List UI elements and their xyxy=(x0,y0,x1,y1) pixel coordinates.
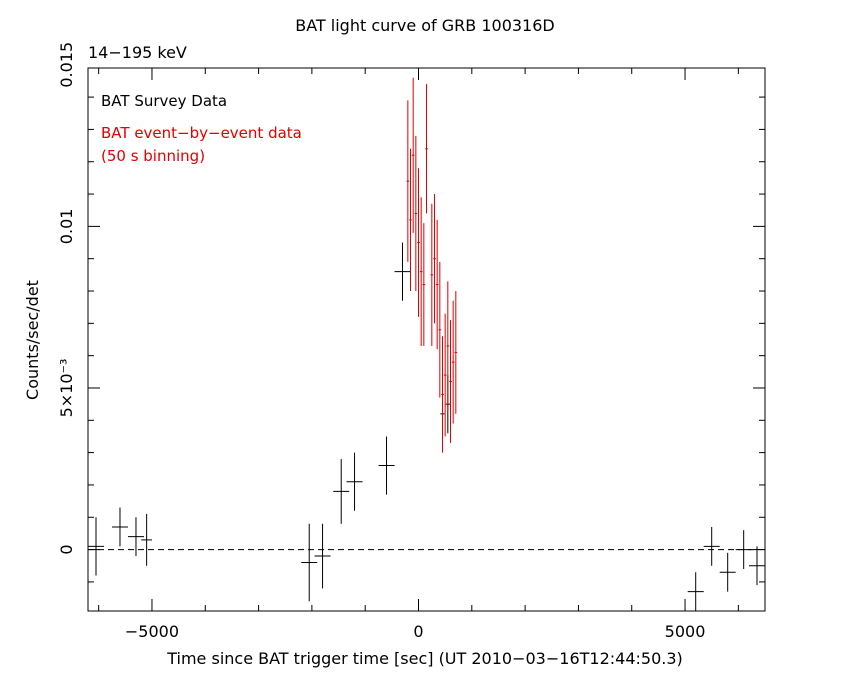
legend-event-binning: (50 s binning) xyxy=(101,147,205,165)
event-data-point xyxy=(417,168,420,317)
survey-data-points xyxy=(88,242,765,611)
survey-data-point xyxy=(127,517,144,557)
y-tick-label: 0.015 xyxy=(57,42,76,88)
survey-data-point xyxy=(141,514,152,566)
survey-data-point xyxy=(378,436,395,495)
x-tick-labels: −5000 0 5000 xyxy=(125,622,705,641)
event-data-point xyxy=(411,77,415,233)
event-data-point xyxy=(441,336,444,453)
event-data-point xyxy=(438,261,442,398)
event-data-point xyxy=(443,313,447,437)
event-data-point xyxy=(419,197,423,346)
legend-survey-label: BAT Survey Data xyxy=(101,92,227,110)
survey-data-point xyxy=(333,459,350,524)
y-axis-label: Counts/sec/det xyxy=(23,280,42,400)
event-data-point xyxy=(406,100,410,262)
event-data-point xyxy=(414,135,418,292)
x-tick-label: 0 xyxy=(413,622,423,641)
survey-data-point xyxy=(111,507,128,547)
event-data-point xyxy=(449,320,452,443)
x-axis-label: Time since BAT trigger time [sec] (UT 20… xyxy=(166,649,683,668)
plot-frame xyxy=(87,67,766,612)
event-data-point xyxy=(409,148,412,292)
y-tick-label: 5×10⁻³ xyxy=(57,359,76,418)
y-tick-label: 0 xyxy=(57,544,76,554)
survey-data-point xyxy=(394,242,411,301)
y-tick-label: 0.01 xyxy=(57,209,76,245)
event-data-point xyxy=(425,84,428,214)
energy-band-label: 14−195 keV xyxy=(88,43,187,62)
survey-data-point xyxy=(301,523,318,602)
chart-title: BAT light curve of GRB 100316D xyxy=(295,16,554,35)
x-tick-label: 5000 xyxy=(665,622,706,641)
survey-data-point xyxy=(735,530,752,569)
survey-data-point xyxy=(314,523,331,589)
event-data-point xyxy=(446,281,450,411)
survey-data-point xyxy=(719,552,736,592)
legend-event-label: BAT event−by−event data xyxy=(101,124,302,142)
event-data-point xyxy=(454,291,458,414)
event-data-point xyxy=(430,203,434,346)
event-data-point xyxy=(433,194,436,324)
survey-data-point xyxy=(703,526,720,566)
survey-data-point xyxy=(687,572,704,611)
event-data-point xyxy=(422,223,426,346)
event-data-point xyxy=(435,219,439,350)
event-data-points xyxy=(406,77,458,453)
survey-data-point xyxy=(749,546,765,586)
event-data-point xyxy=(451,300,455,424)
survey-data-point xyxy=(88,517,104,576)
x-tick-label: −5000 xyxy=(125,622,179,641)
survey-data-point xyxy=(346,452,363,511)
axis-ticks xyxy=(88,68,765,611)
y-tick-labels: 0 5×10⁻³ 0.01 0.015 xyxy=(57,42,76,555)
